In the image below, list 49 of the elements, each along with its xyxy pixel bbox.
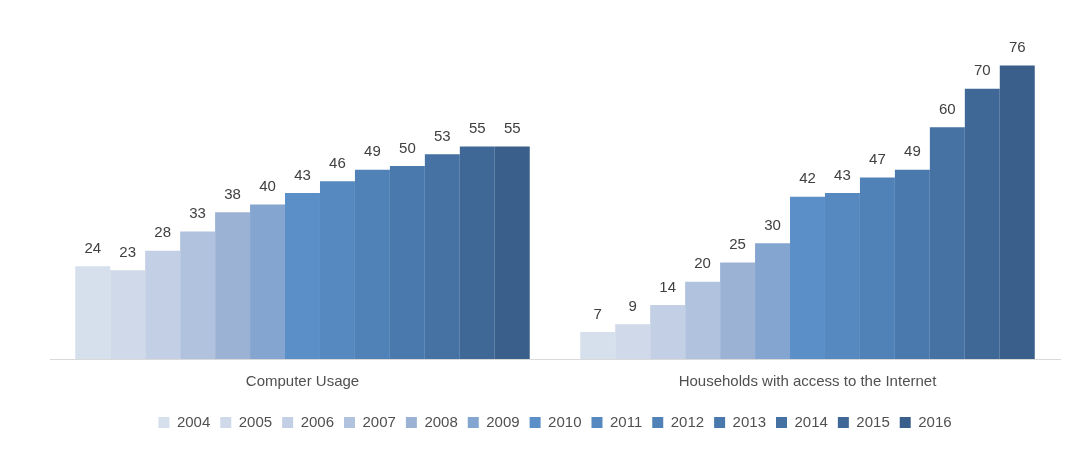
data-label: 40: [259, 177, 276, 195]
data-label: 50: [399, 138, 416, 156]
legend-label: 2011: [609, 412, 643, 430]
data-label: 30: [764, 215, 781, 233]
legend-label: 2010: [548, 412, 582, 430]
data-label: 28: [154, 223, 171, 241]
legend-label: 2013: [732, 412, 766, 430]
data-label: 43: [834, 165, 851, 183]
data-label: 76: [1008, 38, 1026, 56]
bar: [720, 262, 756, 359]
data-label: 55: [468, 119, 486, 137]
x-tick-label: Computer Usage: [245, 372, 360, 390]
data-label: 33: [189, 204, 206, 222]
data-label: 25: [729, 235, 746, 253]
bar: [650, 304, 686, 359]
data-label: 14: [659, 277, 676, 295]
data-label: 9: [628, 296, 637, 314]
data-label: 53: [434, 126, 451, 144]
data-label: 46: [329, 153, 346, 171]
bar: [685, 281, 721, 359]
legend-label: 2005: [238, 412, 273, 430]
data-label: 23: [119, 242, 137, 260]
data-label: 60: [939, 99, 956, 117]
bar: [215, 212, 251, 359]
legend-label: 2012: [670, 412, 705, 430]
bar: [250, 204, 286, 359]
data-label: 42: [799, 169, 816, 187]
data-label: 55: [503, 119, 521, 137]
bar: [145, 250, 181, 359]
legend-label: 2006: [300, 412, 335, 430]
bar: [755, 243, 791, 359]
legend-label: 2008: [424, 412, 458, 430]
data-label: 20: [694, 254, 711, 272]
data-label: 24: [84, 238, 102, 256]
legend-label: 2014: [794, 412, 828, 430]
data-label: 7: [593, 304, 602, 322]
bar: [180, 231, 216, 359]
data-label: 43: [294, 165, 311, 183]
legend-label: 2007: [362, 412, 396, 430]
data-label: 49: [364, 142, 381, 160]
data-label: 47: [869, 150, 886, 168]
legend-label: 2016: [918, 412, 952, 430]
legend-label: 2015: [856, 412, 890, 430]
legend-label: 2004: [176, 412, 211, 430]
x-tick-label: Households with access to the Internet: [678, 372, 938, 390]
legend-label: 2009: [486, 412, 520, 430]
data-label: 70: [973, 61, 991, 79]
data-label: 49: [904, 142, 921, 160]
data-label: 38: [224, 184, 241, 202]
